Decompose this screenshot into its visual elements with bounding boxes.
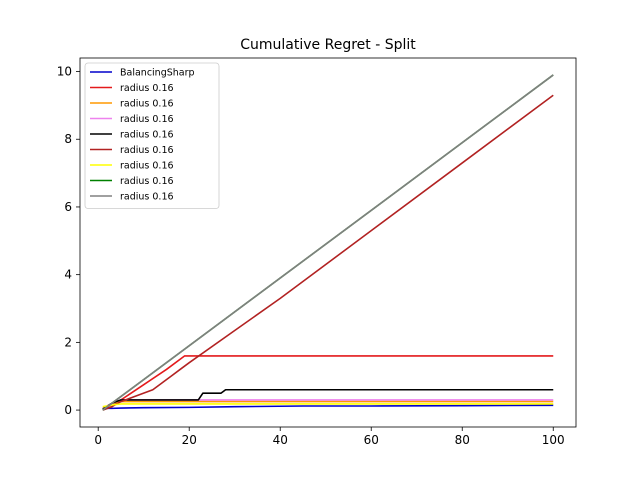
legend-label-0: BalancingSharp	[120, 68, 195, 79]
series-line-4	[102, 388, 554, 410]
y-tick-label-5: 10	[57, 65, 72, 79]
plot-frame	[79, 57, 577, 428]
y-tick-label-1: 2	[64, 335, 72, 349]
y-tick-label-3: 6	[64, 200, 72, 214]
legend-box	[84, 62, 220, 209]
legend-label-8: radius 0.16	[120, 192, 174, 203]
x-tick-label-1: 20	[182, 433, 197, 447]
legend: BalancingSharp radius 0.16 radius 0.16 radi…	[84, 62, 220, 209]
x-tick-label-2: 40	[273, 433, 288, 447]
series-line-8	[102, 74, 554, 411]
chart-title: Cumulative Regret - Split	[240, 37, 416, 53]
y-tick-label-4: 8	[64, 132, 72, 146]
series-line-5	[102, 94, 554, 411]
x-tick-label-4: 80	[455, 433, 470, 447]
x-tick-label-0: 0	[94, 433, 102, 447]
x-tick-label-3: 60	[364, 433, 379, 447]
x-axis: 0 20 40 60 80 100	[94, 427, 565, 447]
legend-label-6: radius 0.16	[120, 161, 174, 172]
y-axis: 0 2 4 6 8 10	[57, 65, 80, 417]
series-layer	[102, 74, 554, 411]
legend-label-4: radius 0.16	[120, 130, 174, 141]
legend-label-1: radius 0.16	[120, 83, 174, 94]
legend-label-7: radius 0.16	[120, 176, 174, 187]
y-tick-label-0: 0	[64, 403, 72, 417]
legend-label-2: radius 0.16	[120, 99, 174, 110]
legend-label-3: radius 0.16	[120, 114, 174, 125]
series-line-0	[102, 404, 554, 410]
x-tick-label-5: 100	[542, 433, 565, 447]
y-tick-label-2: 4	[64, 268, 72, 282]
legend-label-5: radius 0.16	[120, 145, 174, 156]
